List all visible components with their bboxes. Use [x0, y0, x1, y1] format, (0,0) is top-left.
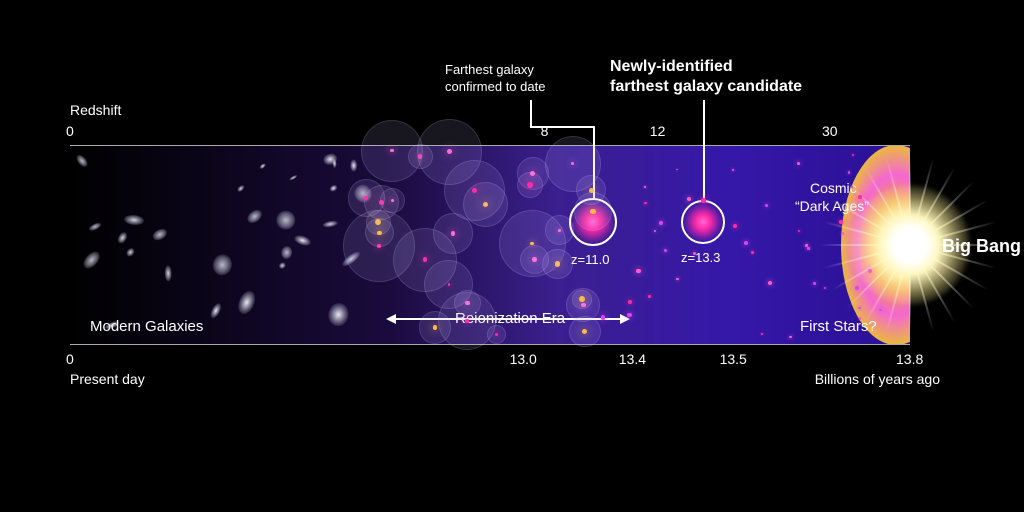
early-dot — [807, 247, 809, 249]
early-dot — [664, 249, 667, 252]
early-dot — [701, 198, 705, 202]
modern-galaxy — [350, 160, 357, 172]
callout-candidate-line — [703, 100, 705, 200]
early-dot — [842, 232, 844, 234]
highlight-galaxy-label: z=13.3 — [681, 250, 720, 265]
early-dot — [744, 241, 748, 245]
region-label: First Stars? — [800, 318, 877, 335]
proto-galaxy-dot — [451, 231, 455, 235]
early-dot — [601, 315, 605, 319]
early-dot — [733, 224, 737, 228]
region-label: Cosmic — [810, 180, 857, 196]
callout-confirmed-title: Farthest galaxy — [445, 62, 534, 77]
early-dot — [851, 186, 853, 188]
proto-galaxy-dot — [527, 182, 533, 188]
callout-confirmed-line — [530, 126, 593, 128]
early-dot — [676, 278, 678, 280]
redshift-tick: 30 — [822, 123, 838, 139]
modern-galaxy — [164, 265, 171, 281]
early-dot — [644, 186, 646, 188]
bigbang-label: Big Bang — [942, 236, 1021, 257]
time-left-label: Present day — [70, 371, 145, 387]
early-dot — [859, 317, 861, 319]
callout-confirmed-title: confirmed to date — [445, 79, 545, 94]
early-dot — [858, 195, 862, 199]
time-tick: 0 — [66, 351, 74, 367]
early-dot — [858, 307, 860, 309]
proto-galaxy-dot — [495, 333, 498, 336]
proto-galaxy-dot — [465, 319, 469, 323]
time-axis-line — [70, 344, 910, 345]
early-dot — [644, 202, 646, 204]
highlight-galaxy — [681, 200, 725, 244]
proto-galaxy-dot — [530, 242, 533, 245]
early-dot — [813, 282, 816, 285]
early-dot — [868, 269, 872, 273]
early-dot — [839, 220, 842, 223]
callout-candidate-title: Newly-identified — [610, 58, 733, 76]
redshift-tick: 0 — [66, 123, 74, 139]
proto-galaxy-dot — [433, 325, 437, 329]
highlight-galaxy-label: z=11.0 — [571, 252, 609, 267]
redshift-axis-label: Redshift — [70, 102, 121, 118]
region-label: “Dark Ages” — [795, 198, 869, 214]
time-tick: 13.0 — [510, 351, 537, 367]
time-tick: 13.4 — [619, 351, 646, 367]
callout-confirmed-line — [530, 100, 532, 126]
early-dot — [636, 269, 640, 273]
proto-galaxy-dot — [390, 149, 393, 152]
proto-galaxy-dot — [448, 283, 451, 286]
early-dot — [659, 221, 663, 225]
redshift-tick: 12 — [650, 123, 666, 139]
time-right-label: Billions of years ago — [815, 371, 940, 387]
proto-galaxy-dot — [377, 231, 381, 235]
callout-candidate-title: farthest galaxy candidate — [610, 78, 802, 96]
time-tick: 13.8 — [896, 351, 923, 367]
time-tick: 13.5 — [720, 351, 747, 367]
redshift-axis-line — [70, 145, 910, 146]
